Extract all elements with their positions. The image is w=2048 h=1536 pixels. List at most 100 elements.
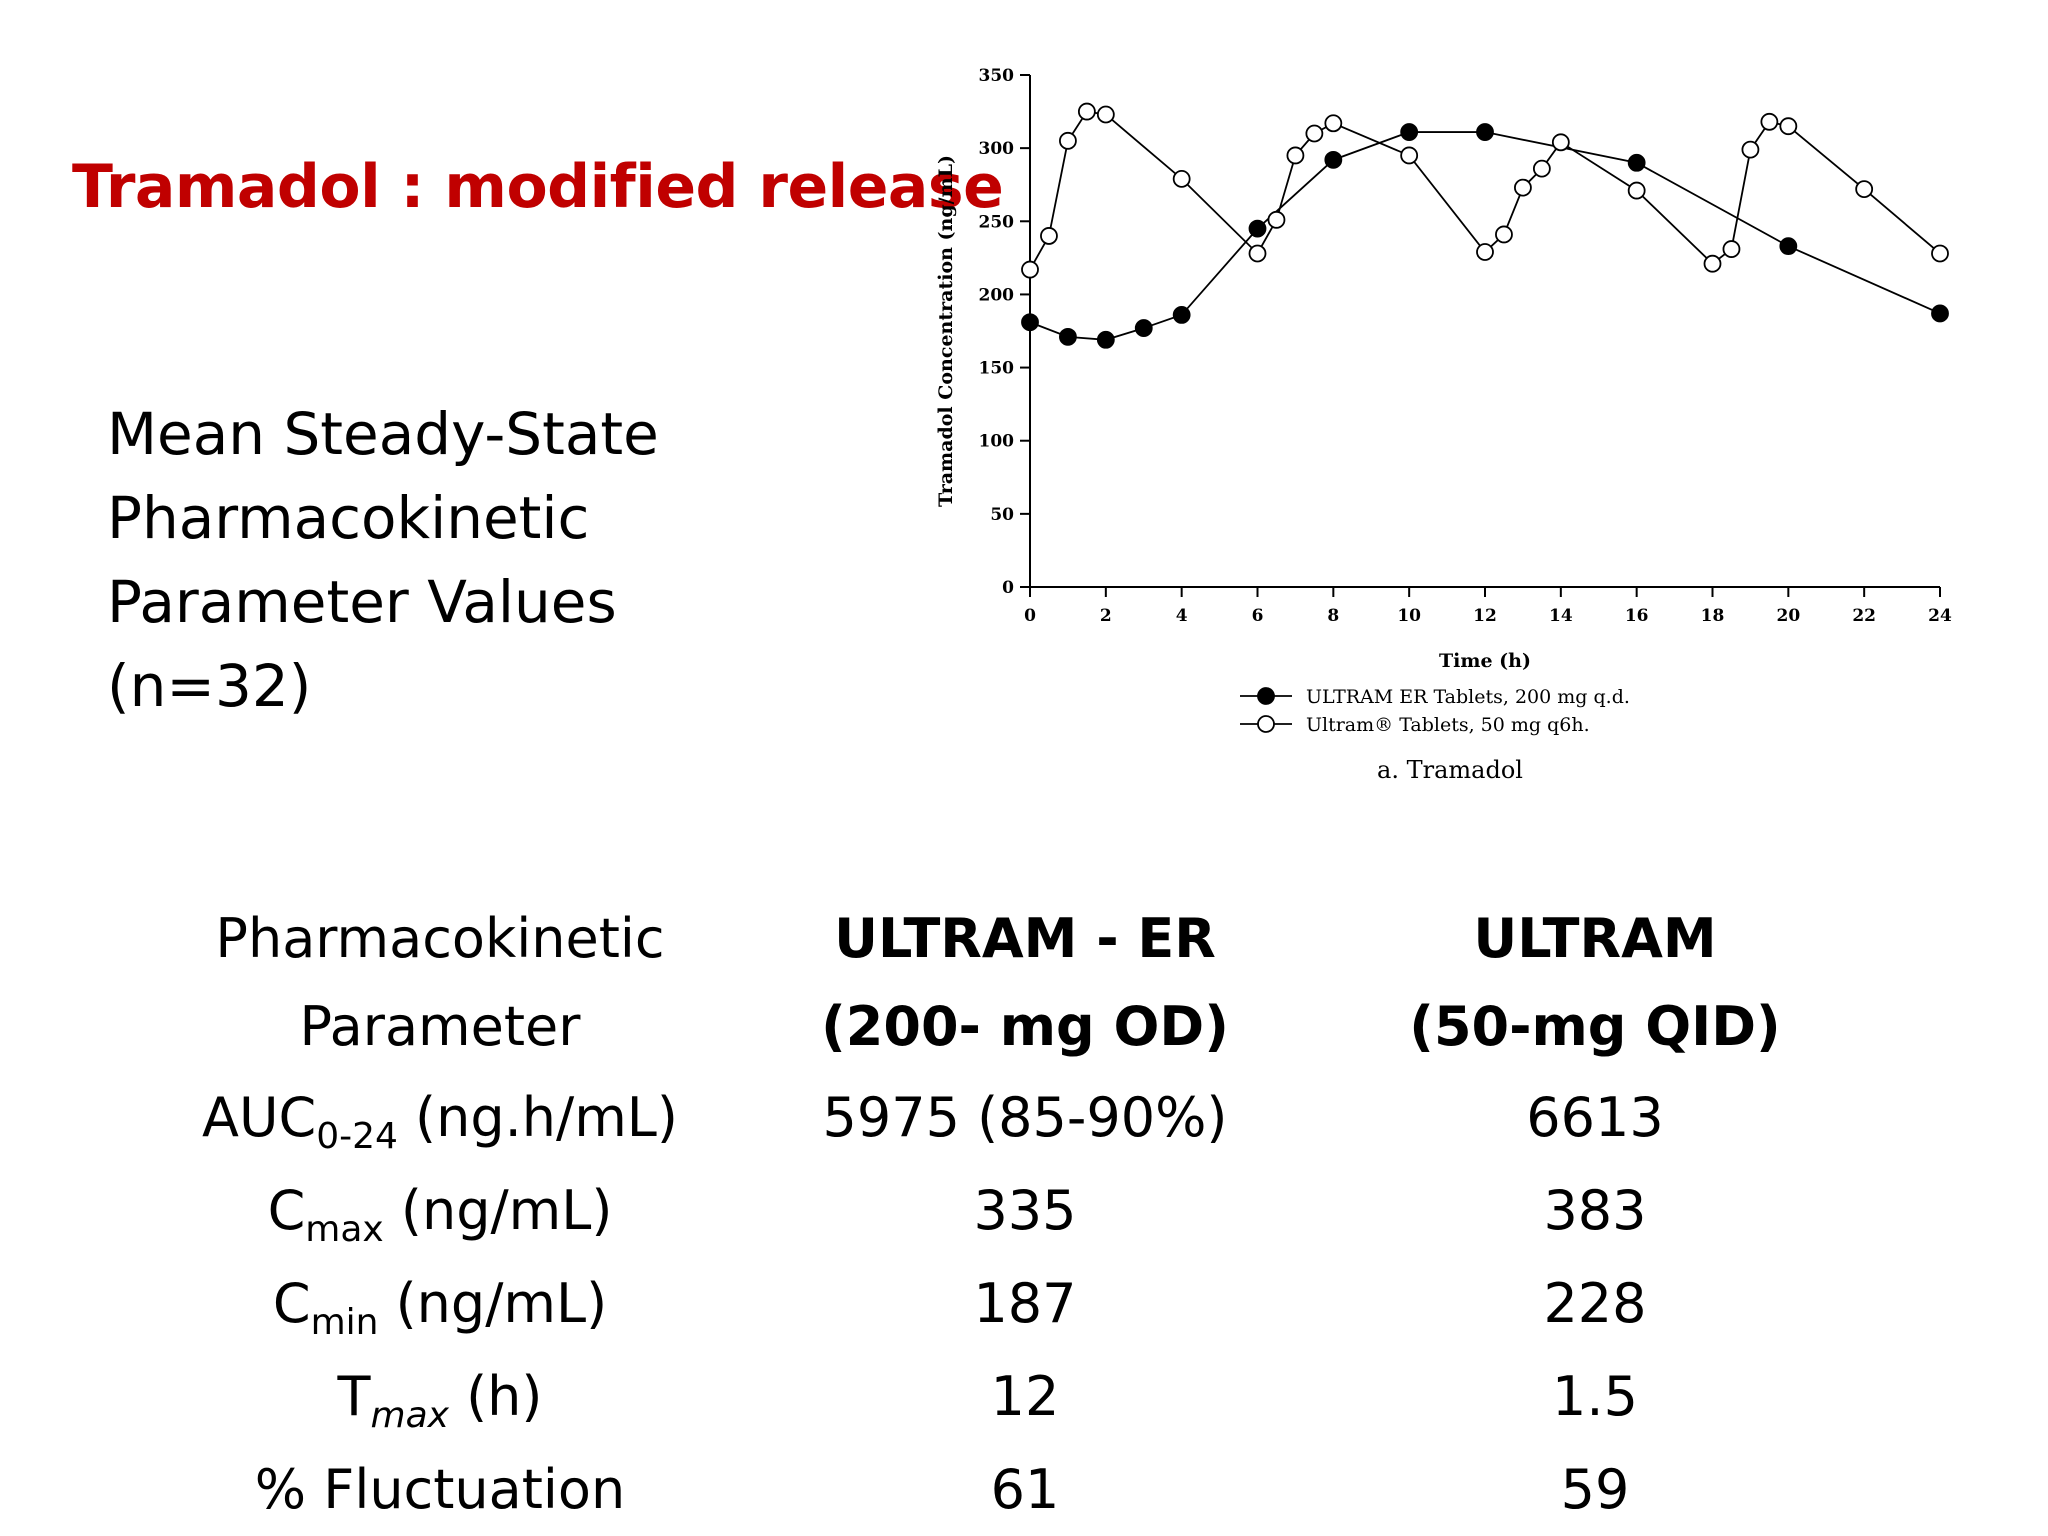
data-point-ultram <box>1021 260 1039 279</box>
ultram-value: 59 <box>1560 1458 1630 1521</box>
ultram-er-value: 5975 (85-90%) <box>822 1086 1228 1149</box>
data-point-ultram-er <box>1248 219 1267 238</box>
header-line: Parameter <box>299 995 581 1058</box>
legend-label: Ultram® Tablets, 50 mg q6h. <box>1306 714 1590 736</box>
y-tick-label: 100 <box>979 432 1015 452</box>
data-point-ultram <box>1741 140 1760 159</box>
data-point-ultram-er <box>1779 237 1798 256</box>
data-point-ultram <box>1040 227 1058 245</box>
pk-parameter-table: Pharmacokinetic Parameter ULTRAM - ER (2… <box>140 895 1880 1536</box>
data-point-ultram-er <box>1059 327 1077 346</box>
data-point-ultram <box>1476 243 1494 261</box>
table-row: % Fluctuation 61 59 <box>140 1443 1880 1536</box>
slide-title: Tramadol : modified release <box>72 152 1004 222</box>
data-point-ultram <box>1931 244 1949 263</box>
data-point-ultram <box>1627 181 1646 200</box>
parameter-unit: (ng/mL) <box>383 1179 613 1242</box>
parameter-cell: AUC0-24 (ng.h/mL) <box>140 1071 740 1164</box>
x-tick-label: 18 <box>1701 606 1725 626</box>
x-tick-label: 12 <box>1473 606 1497 626</box>
parameter-subscript: 0-24 <box>316 1116 398 1157</box>
parameter-unit: (h) <box>448 1365 543 1428</box>
data-point-ultram-er <box>1096 330 1115 349</box>
data-point-ultram-er <box>1021 313 1039 332</box>
subtitle-line: Parameter Values <box>107 568 617 636</box>
ultram-er-value: 187 <box>973 1272 1077 1335</box>
data-point-ultram-er <box>1324 150 1343 169</box>
series-line-1 <box>1029 131 1941 341</box>
x-tick-label: 10 <box>1397 606 1421 626</box>
data-point-ultram-er <box>1134 319 1153 337</box>
data-point-ultram <box>1059 131 1077 150</box>
data-point-ultram <box>1514 178 1532 197</box>
header-line: (200- mg OD) <box>821 995 1229 1058</box>
x-tick-label: 2 <box>1100 606 1112 626</box>
subtitle-line: (n=32) <box>107 652 312 720</box>
table-row: AUC0-24 (ng.h/mL) 5975 (85-90%) 6613 <box>140 1071 1880 1164</box>
legend-label: ULTRAM ER Tablets, 200 mg q.d. <box>1306 686 1630 708</box>
ultram-er-value: 335 <box>973 1179 1077 1242</box>
y-tick-label: 50 <box>990 505 1014 525</box>
parameter-name: T <box>337 1365 371 1428</box>
data-point-ultram <box>1286 146 1305 165</box>
parameter-name: C <box>272 1272 311 1335</box>
parameter-name: C <box>267 1179 306 1242</box>
y-tick-label: 350 <box>979 66 1015 86</box>
data-point-ultram <box>1077 102 1096 121</box>
y-tick-label: 250 <box>979 212 1015 232</box>
data-point-ultram <box>1722 240 1741 258</box>
y-tick-label: 300 <box>979 139 1015 159</box>
ultram-er-value: 12 <box>990 1365 1060 1428</box>
header-line: ULTRAM - ER <box>834 907 1216 970</box>
subtitle-line: Pharmacokinetic <box>107 484 590 552</box>
x-tick-label: 22 <box>1852 606 1876 626</box>
ultram-er-value: 61 <box>990 1458 1060 1521</box>
header-parameter: Pharmacokinetic Parameter <box>140 895 740 1071</box>
header-line: Pharmacokinetic <box>215 907 665 970</box>
parameter-subscript: max <box>305 1209 384 1250</box>
parameter-unit: (ng.h/mL) <box>397 1086 678 1149</box>
ultram-value: 6613 <box>1526 1086 1664 1149</box>
x-tick-label: 16 <box>1625 606 1649 626</box>
table-row: Cmax (ng/mL) 335 383 <box>140 1164 1880 1257</box>
data-point-ultram-er <box>1172 306 1191 324</box>
table-row: Tmax (h) 12 1.5 <box>140 1350 1880 1443</box>
data-point-ultram <box>1172 169 1191 188</box>
data-point-ultram <box>1267 210 1286 229</box>
table-header-row: Pharmacokinetic Parameter ULTRAM - ER (2… <box>140 895 1880 1071</box>
x-tick-label: 24 <box>1928 606 1952 626</box>
data-point-ultram <box>1703 254 1722 273</box>
data-point-ultram-er <box>1931 304 1949 323</box>
data-point-ultram <box>1400 146 1419 165</box>
x-tick-label: 14 <box>1549 606 1573 626</box>
y-tick-label: 200 <box>979 285 1015 305</box>
data-point-ultram-er <box>1627 153 1646 172</box>
ultram-value: 228 <box>1543 1272 1647 1335</box>
y-tick-label: 150 <box>979 359 1015 379</box>
data-point-ultram <box>1855 180 1874 199</box>
data-point-ultram <box>1305 124 1324 143</box>
data-point-ultram <box>1551 133 1570 152</box>
parameter-subscript: min <box>310 1302 379 1343</box>
parameter-name: % Fluctuation <box>254 1458 626 1521</box>
header-line: ULTRAM <box>1473 907 1717 970</box>
parameter-cell: Tmax (h) <box>140 1350 740 1443</box>
x-tick-label: 8 <box>1327 606 1339 626</box>
y-axis-label: Tramadol Concentration (ng/mL) <box>935 155 957 507</box>
header-ultram: ULTRAM (50-mg QID) <box>1310 895 1880 1071</box>
data-point-ultram <box>1324 114 1343 133</box>
parameter-subscript: max <box>370 1395 449 1436</box>
x-tick-label: 20 <box>1776 606 1800 626</box>
data-point-ultram <box>1779 117 1798 136</box>
subtitle-line: Mean Steady-State <box>107 400 659 468</box>
data-point-ultram-er <box>1476 123 1494 141</box>
data-point-ultram-er <box>1400 123 1419 141</box>
chart-caption: a. Tramadol <box>1377 756 1523 784</box>
slide-subtitle: Mean Steady-State Pharmacokinetic Parame… <box>107 392 747 728</box>
x-tick-label: 6 <box>1252 606 1264 626</box>
ultram-value: 383 <box>1543 1179 1647 1242</box>
x-tick-label: 4 <box>1176 606 1188 626</box>
parameter-unit: (ng/mL) <box>378 1272 608 1335</box>
x-axis-label: Time (h) <box>1439 650 1531 672</box>
